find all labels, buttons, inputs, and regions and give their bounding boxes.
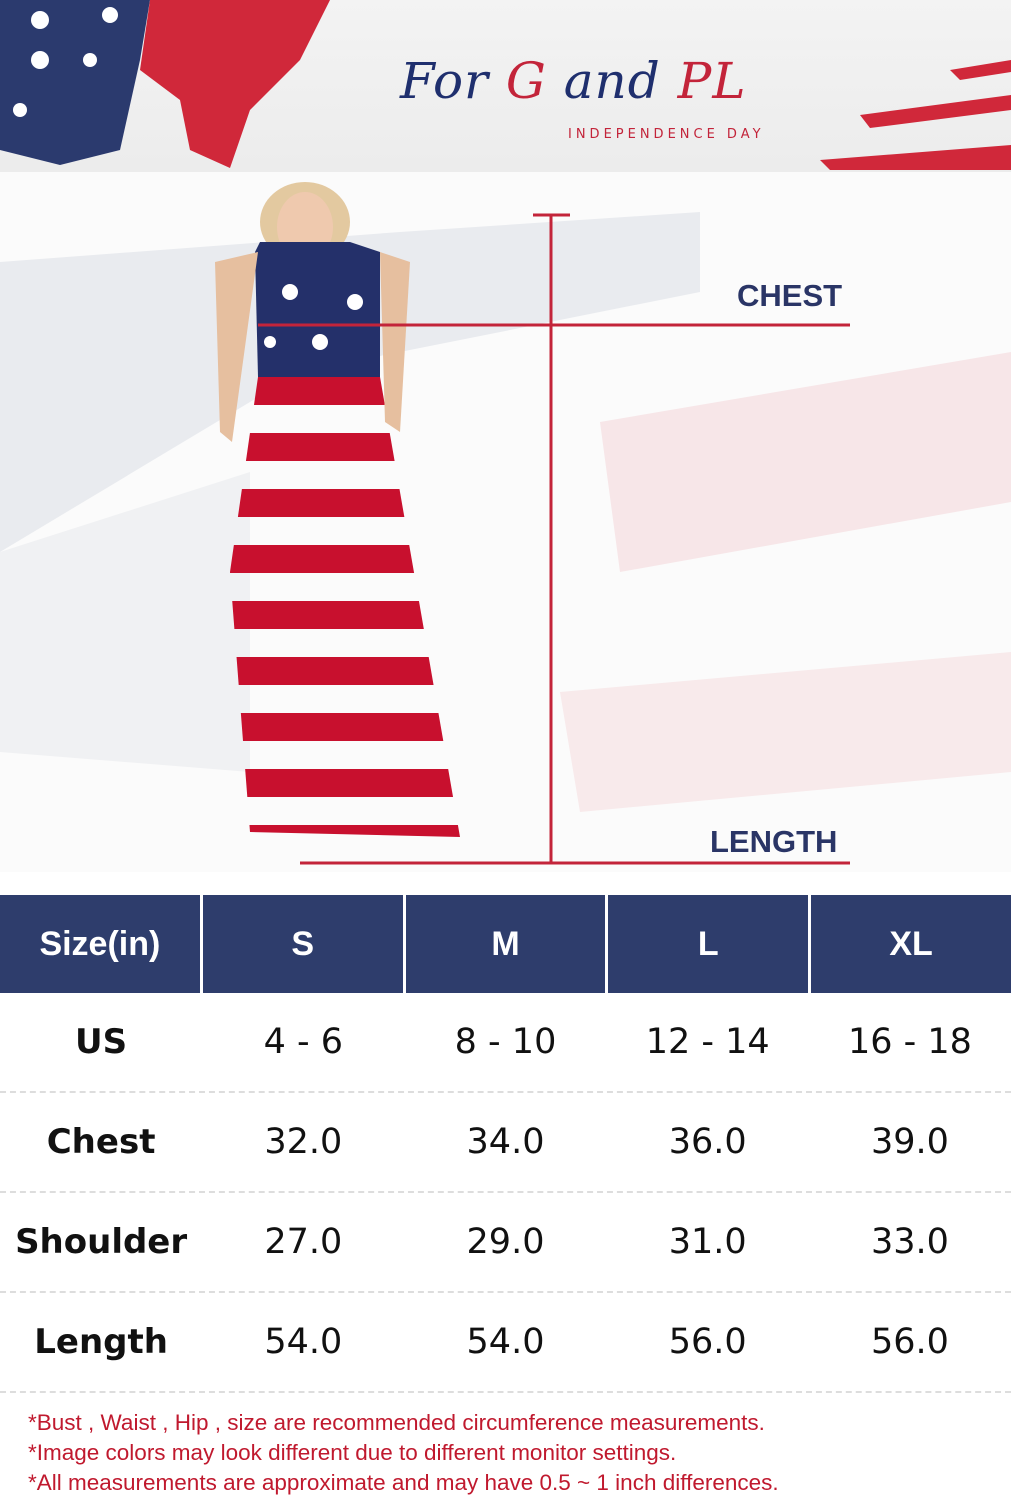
dress-stripe (230, 657, 460, 685)
table-cell: 8 - 10 (454, 1022, 557, 1062)
header-cell: XL (811, 895, 1011, 993)
table-cell: 54.0 (264, 1322, 343, 1362)
table-row: Chest 32.0 34.0 36.0 39.0 (0, 1093, 1011, 1193)
table-cell: 34.0 (466, 1122, 545, 1162)
footnote: *Image colors may look different due to … (28, 1440, 677, 1465)
table-cell: 36.0 (668, 1122, 747, 1162)
measurement-lines (258, 213, 850, 865)
footnote: *Bust , Waist , Hip , size are recommend… (28, 1410, 765, 1435)
logo-text: and (563, 52, 661, 110)
table-header: Size(in) S M L XL (0, 895, 1011, 993)
chest-label: CHEST (737, 278, 843, 313)
brand-banner: For G and PL INDEPENDENCE DAY (0, 0, 1011, 172)
dress-stripe (230, 713, 460, 741)
table-cell: 39.0 (870, 1122, 949, 1162)
footnotes: *Bust , Waist , Hip , size are recommend… (28, 1408, 779, 1498)
table-cell: 31.0 (668, 1222, 747, 1262)
dress-illustration (0, 182, 1011, 837)
row-label: Shoulder (15, 1222, 188, 1262)
table-cell: 27.0 (264, 1222, 343, 1262)
table-cell: 4 - 6 (263, 1022, 344, 1062)
row-label: US (75, 1022, 128, 1062)
table-cell: 33.0 (870, 1222, 949, 1262)
table-cell: 56.0 (870, 1322, 949, 1362)
header-cell: M (405, 895, 606, 993)
footnote: *All measurements are approximate and ma… (28, 1470, 779, 1495)
table-row: US 4 - 6 8 - 10 12 - 14 16 - 18 (0, 993, 1011, 1093)
flag-splash-graphic (0, 0, 1011, 170)
size-table: Size(in) S M L XL US 4 - 6 8 - 10 12 - 14 16… (0, 895, 1011, 1393)
table-row: Length 54.0 54.0 56.0 56.0 (0, 1293, 1011, 1393)
table-cell: 12 - 14 (645, 1022, 770, 1062)
table-cell: 16 - 18 (847, 1022, 972, 1062)
header-cell: Size(in) (0, 895, 200, 993)
dress-stripe (230, 769, 460, 797)
header-cell: S (202, 895, 403, 993)
table-row: Shoulder 27.0 29.0 31.0 33.0 (0, 1193, 1011, 1293)
table-cell: 32.0 (264, 1122, 343, 1162)
logo-text: G (505, 52, 547, 110)
table-cell: 29.0 (466, 1222, 545, 1262)
row-label: Length (34, 1322, 168, 1362)
table-cell: 56.0 (668, 1322, 747, 1362)
logo-text: For (400, 52, 489, 110)
row-label: Chest (46, 1122, 156, 1162)
brand-logo: For G and PL (400, 52, 747, 110)
table-cell: 54.0 (466, 1322, 545, 1362)
logo-text: PL (677, 52, 747, 110)
product-photo: CHEST LENGTH (0, 172, 1011, 872)
length-label: LENGTH (710, 824, 838, 859)
logo-subtitle: INDEPENDENCE DAY (568, 127, 765, 142)
header-cell: L (608, 895, 809, 993)
